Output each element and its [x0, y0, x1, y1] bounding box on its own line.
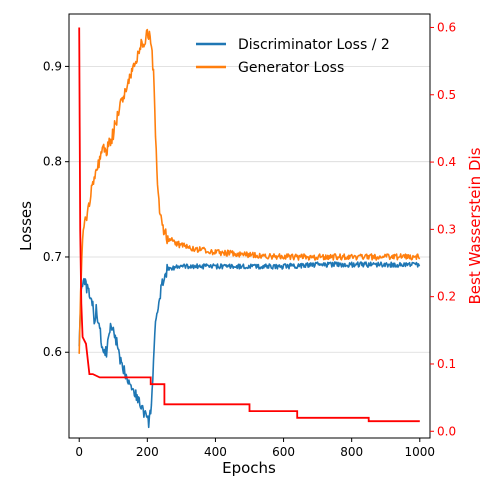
- legend-label-discriminator: Discriminator Loss / 2: [238, 37, 390, 53]
- y-left-tick-label: 0.9: [43, 59, 62, 73]
- x-tick-label: 200: [136, 445, 159, 459]
- y-right-tick-label: 0.4: [437, 155, 456, 169]
- x-axis-label: Epochs: [222, 459, 276, 477]
- y-right-tick-label: 0.3: [437, 222, 456, 236]
- x-tick-label: 0: [75, 445, 83, 459]
- series-layer: [78, 27, 421, 429]
- y-right-tick-label: 0.2: [437, 290, 456, 304]
- series-line-wasserstein: [78, 27, 420, 423]
- x-tick-label: 800: [340, 445, 363, 459]
- y-left-tick-label: 0.7: [43, 250, 62, 264]
- legend: Discriminator Loss / 2 Generator Loss: [196, 37, 390, 76]
- y-left-tick-label: 0.8: [43, 155, 62, 169]
- y-right-tick-label: 0.1: [437, 357, 456, 371]
- y-left-tick-label: 0.6: [43, 345, 62, 359]
- plot-frame: [68, 13, 431, 439]
- series-line-discriminator: [78, 261, 421, 429]
- plot-background: [69, 14, 430, 438]
- y-right-tick-label: 0.6: [437, 20, 456, 34]
- y-right-tick-label: 0.0: [437, 424, 456, 438]
- x-tick-label: 400: [204, 445, 227, 459]
- x-tick-label: 1000: [405, 445, 436, 459]
- y-axis-right-label: Best Wasserstein Dis: [466, 147, 484, 304]
- y-axis-left-label: Losses: [17, 201, 35, 251]
- x-axis: 0 200 400 600 800 1000: [75, 438, 435, 459]
- x-tick-label: 600: [272, 445, 295, 459]
- legend-label-generator: Generator Loss: [238, 60, 344, 76]
- y-axis-right: 0.0 0.1 0.2 0.3 0.4 0.5 0.6: [430, 20, 456, 438]
- series-line-generator: [78, 28, 421, 354]
- y-axis-left: 0.6 0.7 0.8 0.9: [43, 59, 69, 359]
- y-right-tick-label: 0.5: [437, 88, 456, 102]
